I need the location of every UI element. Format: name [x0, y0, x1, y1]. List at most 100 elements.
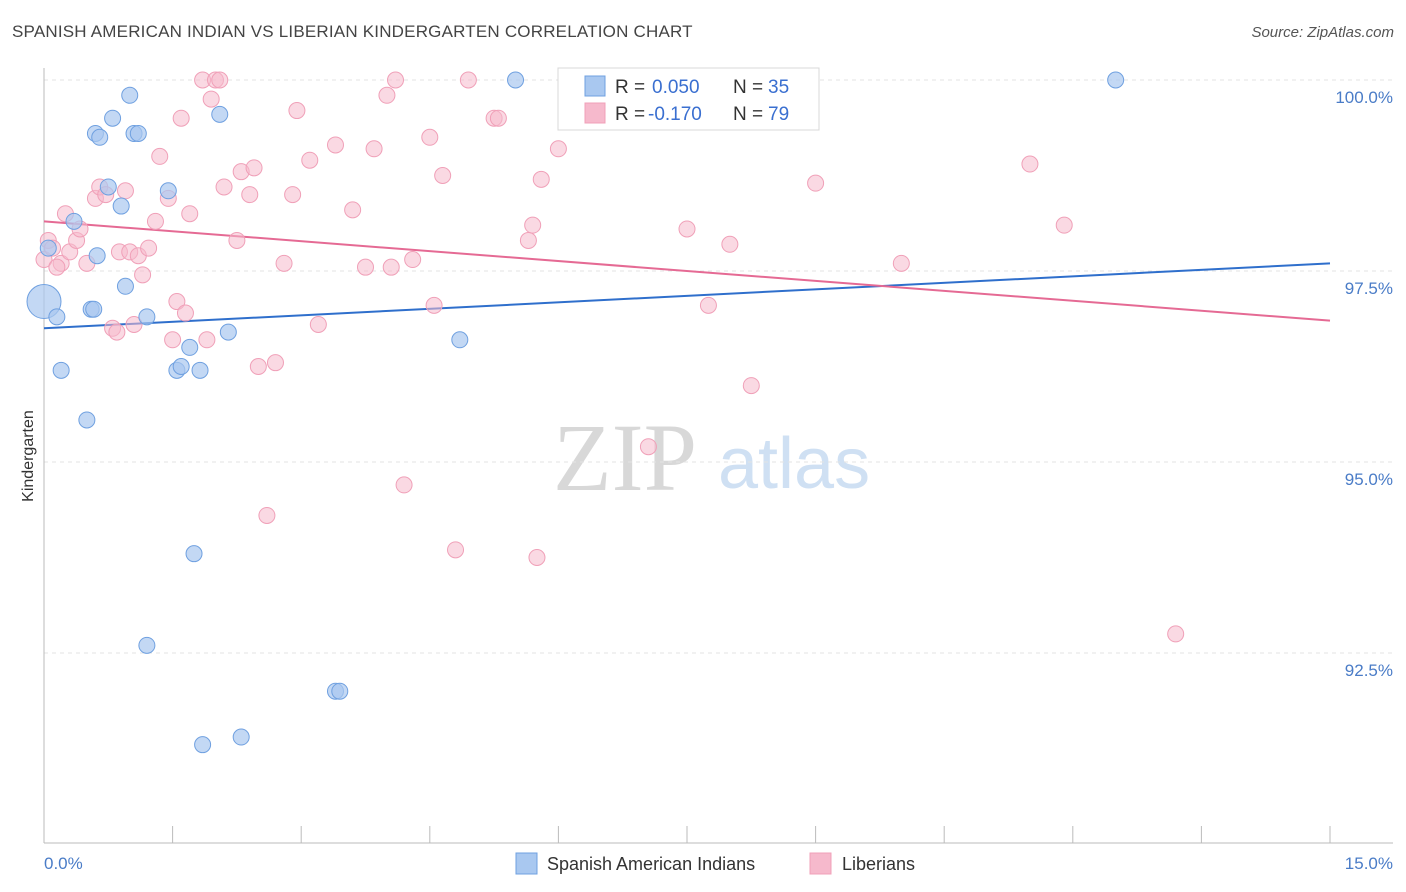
data-point-spanish — [99, 178, 117, 196]
legend-n-label-2: N = — [733, 104, 763, 125]
data-point-spanish — [185, 545, 203, 563]
chart-title: SPANISH AMERICAN INDIAN VS LIBERIAN KIND… — [12, 22, 693, 41]
data-point-spanish — [331, 682, 349, 700]
y-tick-label: 100.0% — [1335, 88, 1393, 107]
data-point-spanish — [48, 308, 66, 326]
data-points — [26, 71, 1185, 754]
trend-line-liberian — [43, 220, 1331, 322]
data-point-liberian — [249, 358, 267, 375]
data-point-liberian — [524, 216, 542, 234]
data-point-liberian — [357, 258, 374, 276]
data-point-liberian — [459, 71, 477, 89]
data-point-spanish — [39, 239, 57, 257]
data-point-liberian — [151, 147, 169, 165]
x-tick-label-min: 0.0% — [44, 854, 83, 873]
y-tick-labels: 100.0% 97.5% 95.0% 92.5% — [1335, 88, 1393, 680]
data-point-spanish — [232, 728, 250, 746]
data-point-liberian — [425, 296, 443, 314]
legend-n-value-2: 79 — [768, 104, 789, 125]
data-point-spanish — [104, 109, 122, 127]
data-point-liberian — [678, 220, 696, 238]
data-point-liberian — [404, 251, 422, 269]
data-point-liberian — [892, 254, 910, 272]
y-tick-label: 92.5% — [1345, 661, 1393, 680]
data-point-liberian — [639, 438, 657, 456]
data-point-spanish — [112, 197, 130, 215]
data-point-spanish — [507, 71, 525, 89]
data-point-liberian — [807, 174, 825, 192]
data-point-liberian — [181, 205, 199, 223]
data-point-spanish — [78, 411, 96, 429]
data-point-liberian — [344, 201, 362, 219]
data-point-liberian — [168, 293, 186, 311]
legend-r-value-1: 0.050 — [652, 77, 700, 98]
data-point-liberian — [108, 323, 126, 341]
data-point-liberian — [164, 331, 182, 349]
legend-r-label-2: R = — [615, 104, 645, 125]
data-point-liberian — [48, 258, 66, 276]
data-point-liberian — [447, 541, 465, 559]
data-point-liberian — [1021, 155, 1039, 173]
data-point-spanish — [219, 323, 237, 341]
data-point-liberian — [288, 102, 306, 120]
data-point-spanish — [52, 361, 70, 379]
data-point-spanish — [85, 300, 103, 318]
x-tick-label-max: 15.0% — [1345, 854, 1393, 873]
data-point-spanish — [65, 212, 83, 230]
data-point-liberian — [528, 549, 546, 566]
data-point-liberian — [721, 235, 739, 253]
bottom-legend-swatch-spanish — [515, 852, 538, 875]
data-point-spanish — [172, 358, 190, 375]
legend-r-label-1: R = — [615, 77, 645, 98]
data-point-liberian — [228, 231, 246, 249]
legend-swatch-liberian — [584, 102, 606, 124]
data-point-liberian — [519, 231, 537, 249]
data-point-liberian — [699, 296, 717, 314]
watermark-atlas: atlas — [718, 424, 870, 504]
bottom-legend-swatch-liberian — [809, 852, 832, 875]
data-point-liberian — [301, 151, 319, 169]
data-point-liberian — [116, 182, 134, 200]
series-legend: Spanish American Indians Liberians — [515, 852, 915, 875]
watermark-zip: ZIP — [553, 404, 697, 511]
data-point-spanish — [211, 105, 229, 123]
y-tick-label: 97.5% — [1345, 279, 1393, 298]
y-axis-label: Kindergarten — [20, 410, 37, 502]
legend-r-value-2: -0.170 — [648, 104, 702, 125]
data-point-liberian — [125, 315, 143, 333]
data-point-liberian — [382, 258, 400, 276]
data-point-spanish — [181, 338, 199, 356]
data-point-liberian — [146, 212, 164, 230]
data-point-spanish — [138, 636, 156, 654]
legend-swatch-spanish — [584, 75, 606, 97]
data-point-liberian — [742, 377, 760, 395]
data-point-liberian — [134, 266, 152, 284]
source-credit: Source: ZipAtlas.com — [1251, 24, 1394, 41]
data-point-liberian — [1055, 216, 1073, 234]
data-point-liberian — [176, 304, 194, 322]
data-point-liberian — [241, 186, 259, 204]
data-point-liberian — [172, 109, 190, 127]
axes — [43, 68, 1393, 844]
correlation-legend: R = 0.050 N = 35 R = -0.170 N = 79 — [557, 67, 820, 131]
trend-lines — [43, 220, 1331, 330]
data-point-liberian — [378, 86, 396, 104]
data-point-liberian — [211, 71, 229, 89]
data-point-spanish — [191, 361, 209, 379]
data-point-liberian — [284, 186, 302, 204]
data-point-spanish — [121, 86, 139, 104]
data-point-liberian — [245, 159, 263, 177]
data-point-spanish — [194, 736, 212, 754]
data-point-spanish — [88, 247, 106, 265]
data-point-liberian — [387, 71, 405, 89]
data-point-liberian — [489, 109, 507, 127]
data-point-liberian — [421, 128, 439, 146]
data-point-liberian — [532, 170, 550, 188]
data-point-liberian — [266, 354, 284, 372]
data-point-liberian — [326, 136, 344, 154]
data-point-liberian — [549, 140, 567, 158]
data-point-liberian — [275, 254, 293, 272]
trend-line-spanish — [43, 262, 1331, 330]
data-point-spanish — [1107, 71, 1125, 89]
